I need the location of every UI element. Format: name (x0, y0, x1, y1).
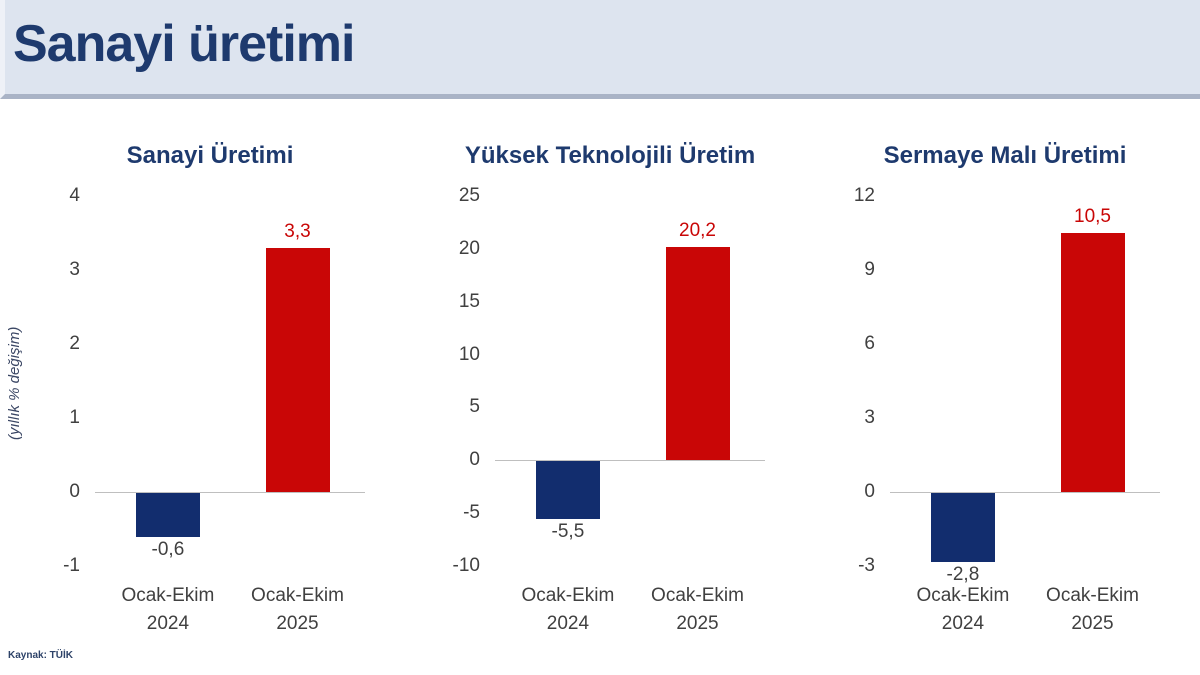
bar-value-label: -2,8 (946, 564, 980, 586)
y-axis-tick: 1 (69, 407, 80, 428)
bar-value-label: -0,6 (151, 539, 185, 561)
y-axis-tick: -5 (463, 502, 480, 524)
x-axis-labels: Ocak-Ekim 2024 Ocak-Ekim 2025 (815, 582, 1195, 642)
y-axis-tick: -1 (63, 555, 80, 576)
y-axis-tick: 25 (458, 185, 480, 206)
y-axis-tick: 0 (69, 481, 80, 502)
y-axis-tick: -10 (452, 555, 480, 576)
y-axis-tick: 10 (458, 343, 480, 365)
zero-axis-line (495, 460, 765, 462)
x-axis-category-label: Ocak-Ekim 2024 (916, 585, 1010, 634)
bar-ocak-ekim-2025 (265, 247, 330, 492)
y-axis-tick: 4 (69, 185, 80, 206)
bar-value-label: 20,2 (679, 219, 716, 241)
source-note: Kaynak: TÜİK (8, 650, 74, 661)
x-axis-labels: Ocak-Ekim 2024 Ocak-Ekim 2025 (20, 582, 400, 642)
zero-axis-line (95, 492, 365, 493)
bar-ocak-ekim-2024 (930, 493, 995, 563)
page-title: Sanayi üretimi (13, 15, 355, 73)
y-axis-tick: -3 (858, 555, 875, 576)
x-axis-labels: Ocak-Ekim 2024 Ocak-Ekim 2025 (420, 582, 800, 642)
x-axis-category-label: Ocak-Ekim 2024 (521, 585, 615, 634)
chart-title: Sanayi Üretimi (126, 142, 294, 169)
x-axis-category-label: Ocak-Ekim 2025 (1046, 585, 1139, 634)
bar-value-label: 3,3 (284, 220, 311, 242)
y-axis-tick: 15 (458, 290, 480, 312)
chart-sermaye-mali-uretimi: Sermaye Malı Üretimi 12 9 6 3 0 -3 -2,8 10,5 Oc… (815, 142, 1195, 642)
plot-area: 25 20 15 10 5 0 -5 -10 -5,5 20,2 (420, 185, 800, 576)
y-axis-tick: 12 (853, 185, 875, 206)
bar-ocak-ekim-2025 (665, 246, 730, 461)
y-axis-tick: 2 (69, 333, 80, 354)
y-axis-tick: 5 (469, 396, 480, 418)
y-axis-tick: 3 (864, 407, 875, 428)
y-axis-label: (yıllık % değişim) (6, 326, 23, 440)
chart-sanayi-uretimi: Sanayi Üretimi (yıllık % değişim) 4 3 2 1 0 -… (6, 142, 400, 642)
x-axis-category-label: Ocak-Ekim 2025 (651, 585, 744, 634)
chart-title: Yüksek Teknolojili Üretim (464, 142, 756, 169)
bar-ocak-ekim-2024 (535, 461, 600, 520)
plot-area: 12 9 6 3 0 -3 -2,8 10,5 (815, 185, 1195, 585)
slide-header: Sanayi üretimi (0, 0, 1200, 99)
y-axis-tick: 9 (864, 259, 875, 280)
y-axis-tick: 6 (864, 333, 875, 354)
chart-yuksek-teknolojili-uretim: Yüksek Teknolojili Üretim 25 20 15 10 5 0 -5 -1… (420, 142, 800, 642)
chart-title: Sermaye Malı Üretimi (883, 142, 1127, 169)
bar-value-label: -5,5 (551, 521, 585, 543)
y-axis-tick: 3 (69, 259, 80, 280)
x-axis-category-label: Ocak-Ekim 2025 (251, 585, 344, 634)
y-axis-tick: 20 (458, 237, 480, 259)
bar-ocak-ekim-2025 (1060, 233, 1125, 492)
y-axis-tick: 0 (469, 449, 480, 471)
plot-area: (yıllık % değişim) 4 3 2 1 0 -1 -0,6 3,3 (6, 185, 400, 576)
x-axis-category-label: Ocak-Ekim 2024 (121, 585, 215, 634)
y-axis-tick: 0 (864, 481, 875, 502)
zero-axis-line (890, 492, 1160, 493)
bar-value-label: 10,5 (1074, 206, 1111, 227)
bar-ocak-ekim-2024 (135, 493, 200, 538)
